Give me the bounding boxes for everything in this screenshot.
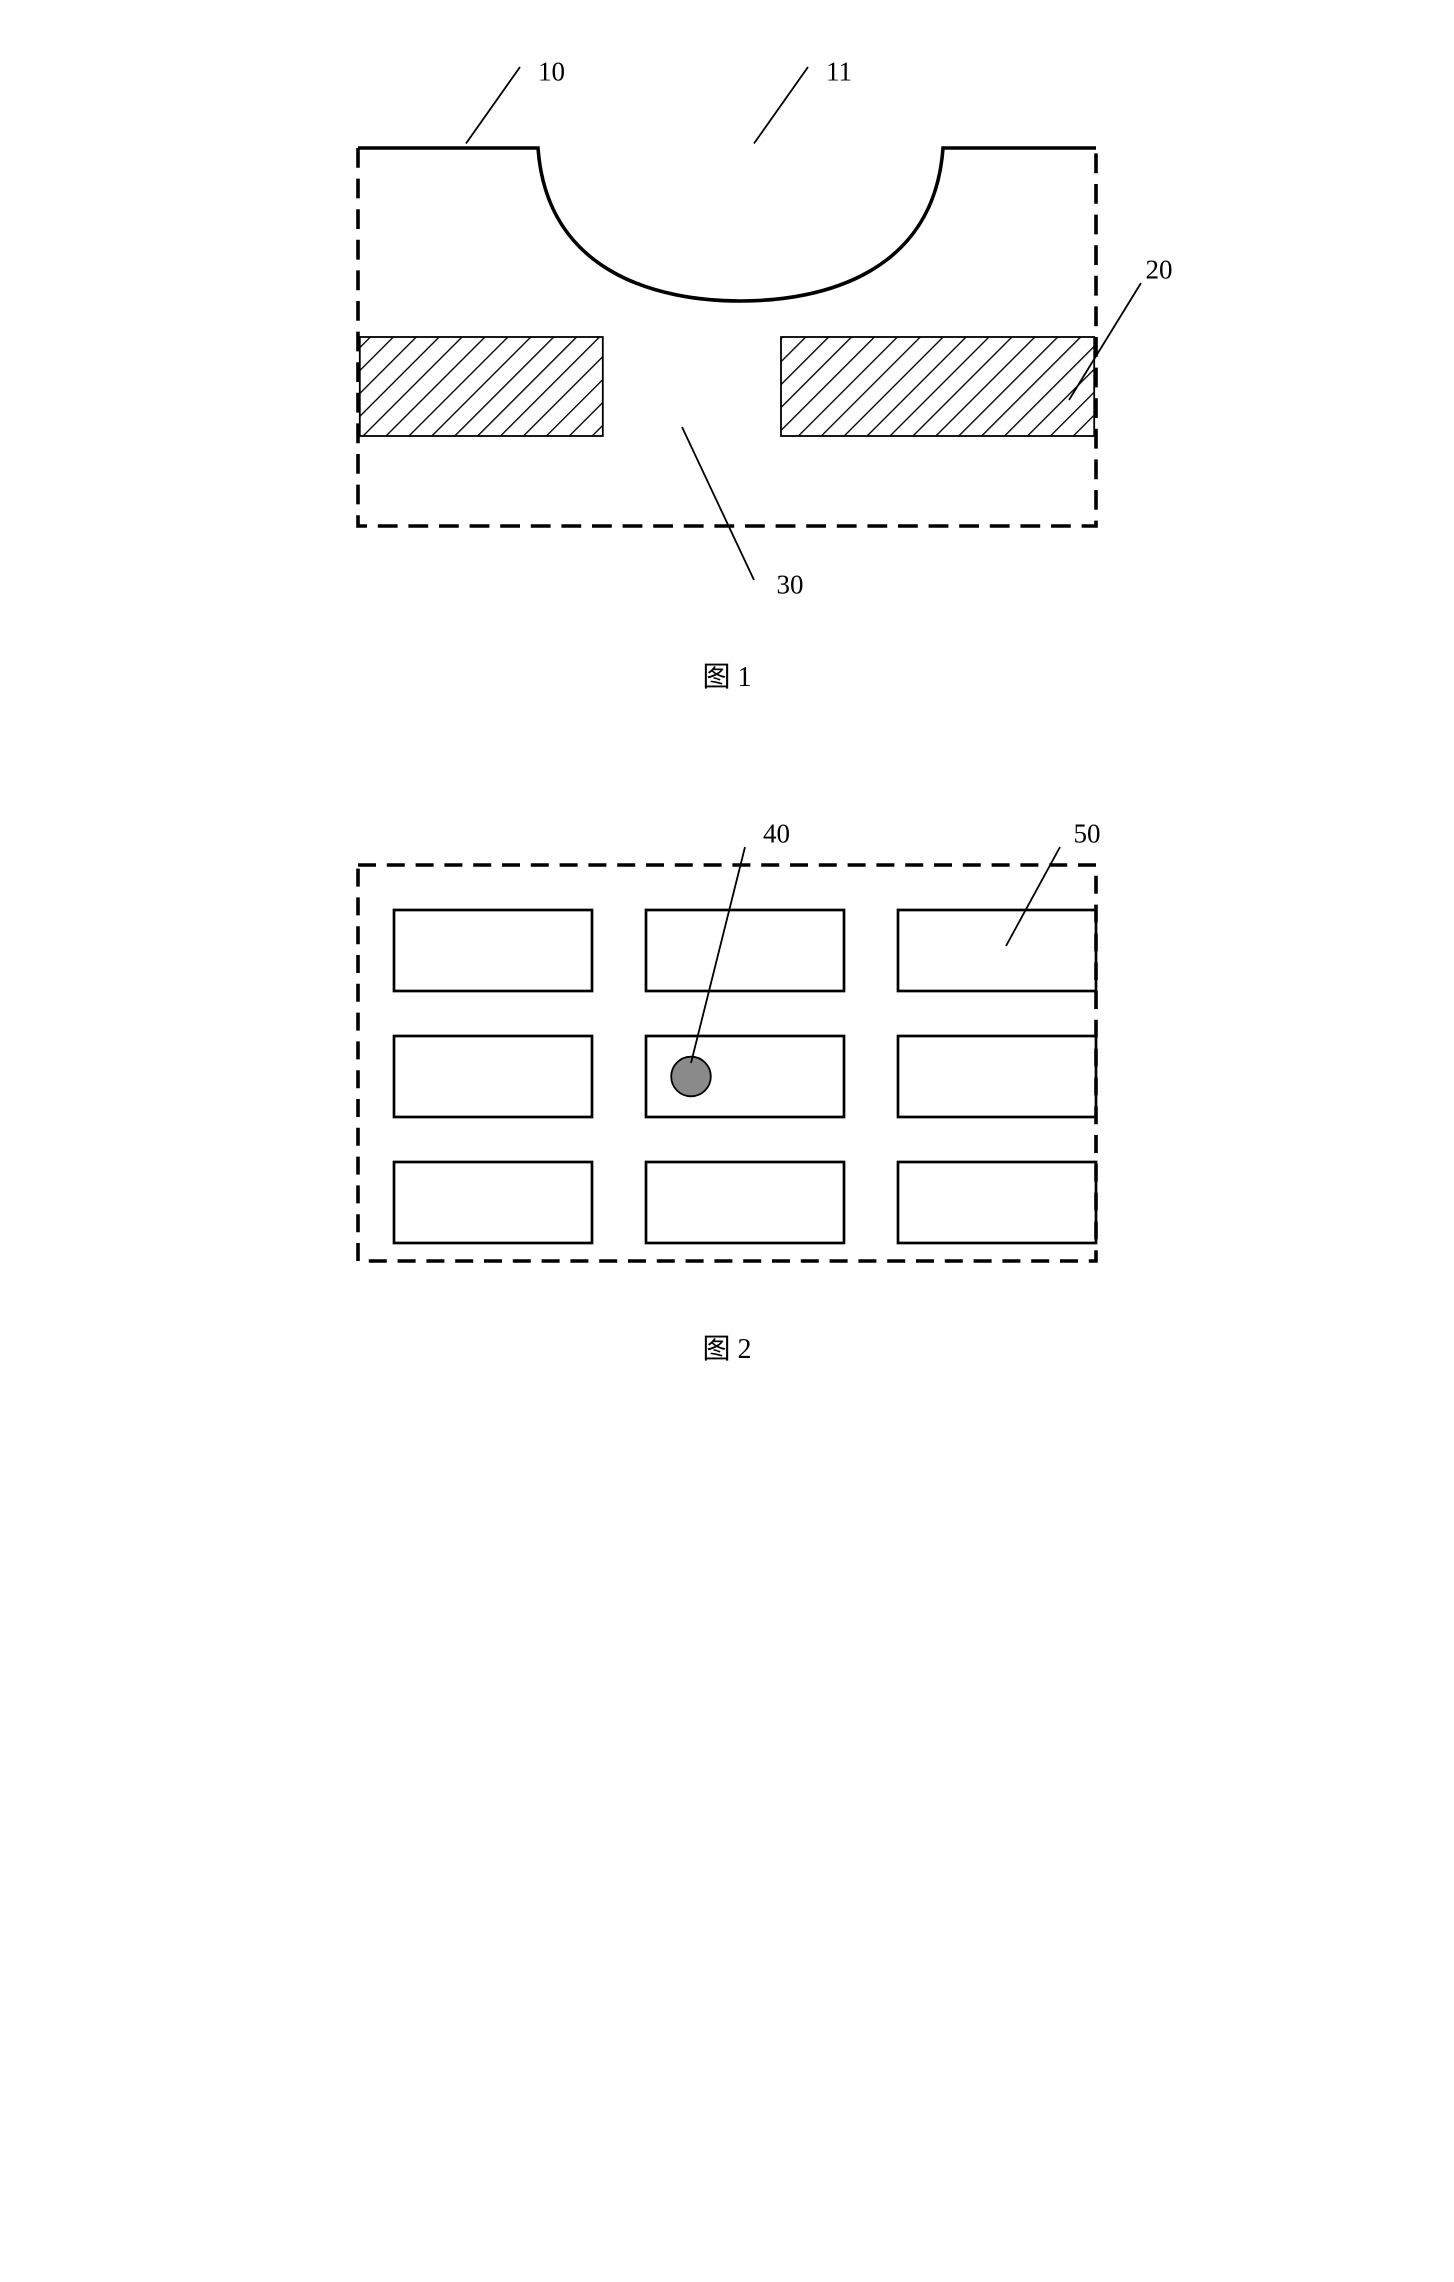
grid-cell <box>394 910 592 991</box>
outer-dashed-box <box>358 865 1096 1261</box>
label-11: 11 <box>826 57 852 87</box>
leader-30 <box>682 427 754 580</box>
label-40: 40 <box>763 819 790 849</box>
grid-cell <box>394 1036 592 1117</box>
leader-10 <box>466 67 520 144</box>
grid-cell <box>394 1162 592 1243</box>
hatched-region-left <box>360 337 603 436</box>
leader-40 <box>691 847 745 1063</box>
figure-2: 40 50 <box>277 775 1177 1297</box>
grid-cell <box>898 1036 1096 1117</box>
leader-11 <box>754 67 808 144</box>
grid-cell <box>646 1162 844 1243</box>
hatched-region-right <box>781 337 1094 436</box>
label-20: 20 <box>1146 255 1173 285</box>
figure-1: 10 11 20 30 <box>277 40 1177 625</box>
grid-cell <box>898 1162 1096 1243</box>
label-10: 10 <box>538 57 565 87</box>
label-30: 30 <box>777 570 804 600</box>
grid-cell <box>898 910 1096 991</box>
substrate-top-outline <box>358 148 1096 301</box>
leader-50 <box>1006 847 1060 946</box>
figure-1-caption: 图 1 <box>40 655 1414 695</box>
label-50: 50 <box>1074 819 1101 849</box>
figure-2-caption: 图 2 <box>40 1327 1414 1367</box>
grid-cell <box>646 910 844 991</box>
